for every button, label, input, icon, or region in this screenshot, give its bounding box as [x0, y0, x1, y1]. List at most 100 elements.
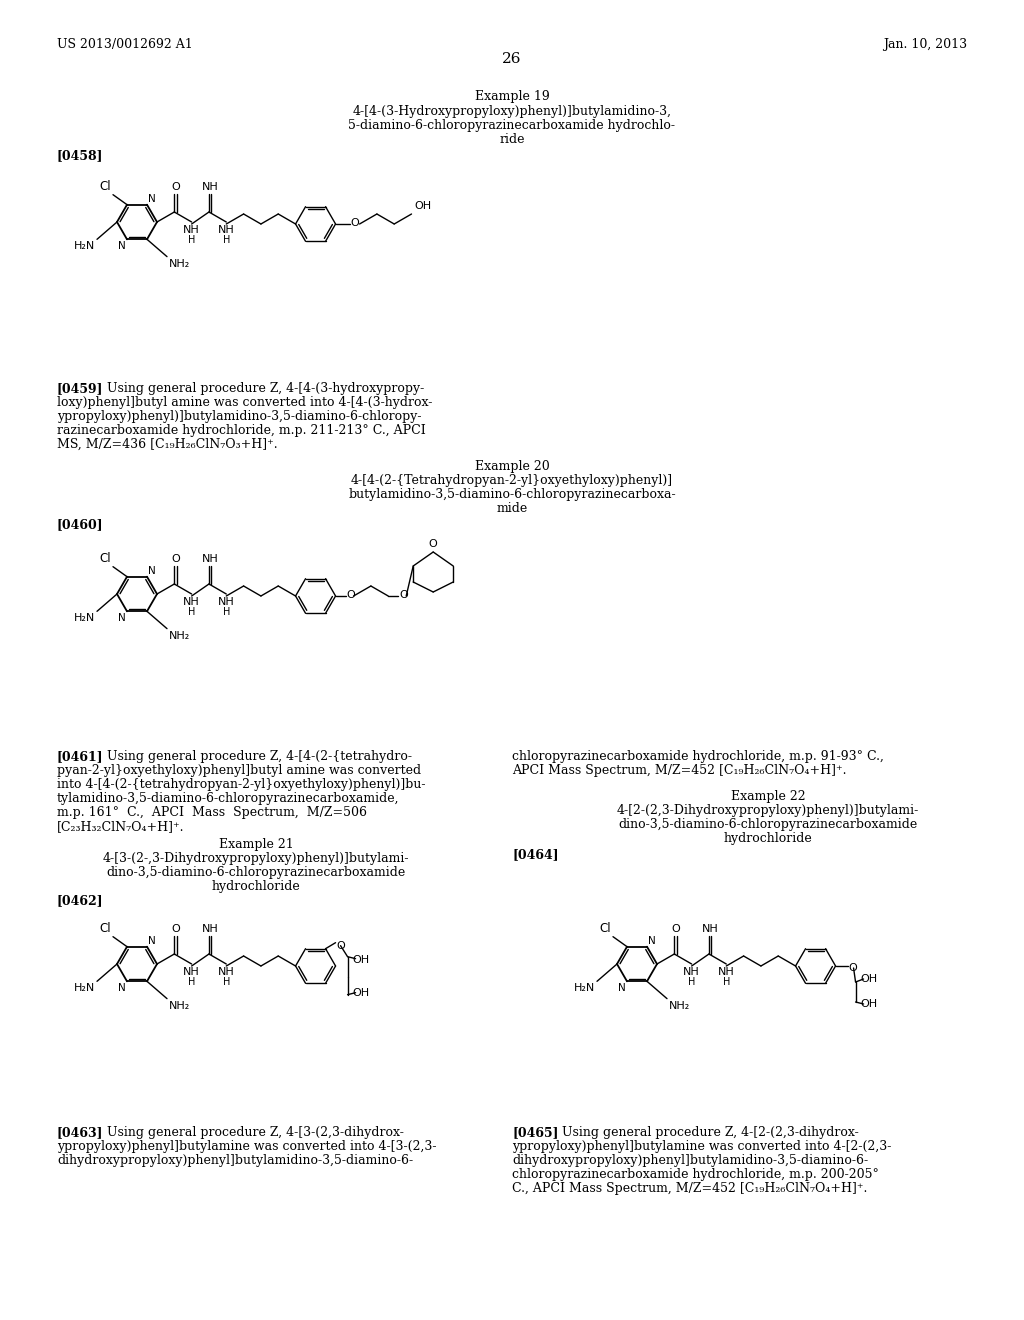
- Text: Using general procedure Z, 4-[2-(2,3-dihydrox-: Using general procedure Z, 4-[2-(2,3-dih…: [562, 1126, 859, 1139]
- Text: ypropyloxy)phenyl]butylamine was converted into 4-[3-(2,3-: ypropyloxy)phenyl]butylamine was convert…: [57, 1140, 436, 1152]
- Text: 4-[4-(3-Hydroxypropyloxy)phenyl)]butylamidino-3,: 4-[4-(3-Hydroxypropyloxy)phenyl)]butylam…: [352, 106, 672, 117]
- Text: Example 20: Example 20: [475, 459, 549, 473]
- Text: NH: NH: [183, 968, 200, 977]
- Text: m.p. 161°  C.,  APCI  Mass  Spectrum,  M/Z=506: m.p. 161° C., APCI Mass Spectrum, M/Z=50…: [57, 807, 367, 818]
- Text: O: O: [171, 182, 179, 191]
- Text: O: O: [171, 554, 179, 564]
- Text: NH: NH: [718, 968, 734, 977]
- Text: N: N: [118, 242, 126, 251]
- Text: OH: OH: [352, 954, 370, 965]
- Text: H: H: [688, 977, 695, 987]
- Text: Example 19: Example 19: [475, 90, 549, 103]
- Text: H₂N: H₂N: [74, 983, 95, 994]
- Text: Cl: Cl: [99, 180, 111, 193]
- Text: Using general procedure Z, 4-[4-(2-{tetrahydro-: Using general procedure Z, 4-[4-(2-{tetr…: [106, 750, 412, 763]
- Text: Cl: Cl: [99, 921, 111, 935]
- Text: NH₂: NH₂: [169, 259, 190, 269]
- Text: OH: OH: [860, 974, 878, 983]
- Text: mide: mide: [497, 502, 527, 515]
- Text: tylamidino-3,5-diamino-6-chloropyrazinecarboxamide,: tylamidino-3,5-diamino-6-chloropyrazinec…: [57, 792, 399, 805]
- Text: H₂N: H₂N: [74, 242, 95, 251]
- Text: NH: NH: [683, 968, 700, 977]
- Text: 26: 26: [502, 51, 522, 66]
- Text: Example 21: Example 21: [219, 838, 293, 851]
- Text: butylamidino-3,5-diamino-6-chloropyrazinecarboxa-: butylamidino-3,5-diamino-6-chloropyrazin…: [348, 488, 676, 502]
- Text: N: N: [118, 614, 126, 623]
- Text: razinecarboxamide hydrochloride, m.p. 211-213° C., APCI: razinecarboxamide hydrochloride, m.p. 21…: [57, 424, 426, 437]
- Text: 4-[4-(2-{Tetrahydropyan-2-yl}oxyethyloxy)phenyl)]: 4-[4-(2-{Tetrahydropyan-2-yl}oxyethyloxy…: [351, 474, 673, 487]
- Text: O: O: [346, 590, 355, 601]
- Text: into 4-[4-(2-{tetrahydropyan-2-yl}oxyethyloxy)phenyl)]bu-: into 4-[4-(2-{tetrahydropyan-2-yl}oxyeth…: [57, 777, 426, 791]
- Text: OH: OH: [352, 987, 370, 998]
- Text: H: H: [188, 607, 196, 616]
- Text: Example 22: Example 22: [731, 789, 805, 803]
- Text: N: N: [148, 936, 156, 945]
- Text: O: O: [671, 924, 680, 935]
- Text: ypropyloxy)phenyl)]butylamidino-3,5-diamino-6-chloropy-: ypropyloxy)phenyl)]butylamidino-3,5-diam…: [57, 411, 422, 422]
- Text: NH: NH: [202, 182, 218, 191]
- Text: N: N: [648, 936, 655, 945]
- Text: H: H: [222, 235, 230, 246]
- Text: NH: NH: [202, 554, 218, 564]
- Text: O: O: [350, 218, 359, 228]
- Text: NH: NH: [183, 597, 200, 607]
- Text: ypropyloxy)phenyl]butylamine was converted into 4-[2-(2,3-: ypropyloxy)phenyl]butylamine was convert…: [512, 1140, 891, 1152]
- Text: NH: NH: [202, 924, 218, 935]
- Text: Using general procedure Z, 4-[3-(2,3-dihydrox-: Using general procedure Z, 4-[3-(2,3-dih…: [106, 1126, 403, 1139]
- Text: [C₂₃H₃₂ClN₇O₄+H]⁺.: [C₂₃H₃₂ClN₇O₄+H]⁺.: [57, 820, 184, 833]
- Text: C., APCI Mass Spectrum, M/Z=452 [C₁₉H₂₆ClN₇O₄+H]⁺.: C., APCI Mass Spectrum, M/Z=452 [C₁₉H₂₆C…: [512, 1181, 867, 1195]
- Text: [0461]: [0461]: [57, 750, 103, 763]
- Text: NH₂: NH₂: [169, 631, 190, 640]
- Text: [0460]: [0460]: [57, 517, 103, 531]
- Text: [0462]: [0462]: [57, 894, 103, 907]
- Text: ride: ride: [500, 133, 524, 147]
- Text: Cl: Cl: [99, 552, 111, 565]
- Text: [0458]: [0458]: [57, 149, 103, 162]
- Text: dino-3,5-diamino-6-chloropyrazinecarboxamide: dino-3,5-diamino-6-chloropyrazinecarboxa…: [106, 866, 406, 879]
- Text: [0463]: [0463]: [57, 1126, 103, 1139]
- Text: dihydroxypropyloxy)phenyl]butylamidino-3,5-diamino-6-: dihydroxypropyloxy)phenyl]butylamidino-3…: [57, 1154, 413, 1167]
- Text: Using general procedure Z, 4-[4-(3-hydroxypropy-: Using general procedure Z, 4-[4-(3-hydro…: [106, 381, 424, 395]
- Text: H: H: [222, 607, 230, 616]
- Text: NH: NH: [183, 224, 200, 235]
- Text: H: H: [188, 235, 196, 246]
- Text: MS, M/Z=436 [C₁₉H₂₆ClN₇O₃+H]⁺.: MS, M/Z=436 [C₁₉H₂₆ClN₇O₃+H]⁺.: [57, 438, 278, 451]
- Text: hydrochloride: hydrochloride: [724, 832, 812, 845]
- Text: O: O: [399, 590, 408, 601]
- Text: N: N: [148, 566, 156, 576]
- Text: APCI Mass Spectrum, M/Z=452 [C₁₉H₂₆ClN₇O₄+H]⁺.: APCI Mass Spectrum, M/Z=452 [C₁₉H₂₆ClN₇O…: [512, 764, 847, 777]
- Text: NH: NH: [218, 968, 234, 977]
- Text: NH₂: NH₂: [169, 1001, 190, 1011]
- Text: [0465]: [0465]: [512, 1126, 558, 1139]
- Text: O: O: [171, 924, 179, 935]
- Text: N: N: [118, 983, 126, 994]
- Text: US 2013/0012692 A1: US 2013/0012692 A1: [57, 38, 193, 51]
- Text: dino-3,5-diamino-6-chloropyrazinecarboxamide: dino-3,5-diamino-6-chloropyrazinecarboxa…: [618, 818, 918, 832]
- Text: chloropyrazinecarboxamide hydrochloride, m.p. 200-205°: chloropyrazinecarboxamide hydrochloride,…: [512, 1168, 879, 1181]
- Text: H: H: [222, 977, 230, 987]
- Text: N: N: [618, 983, 626, 994]
- Text: pyan-2-yl}oxyethyloxy)phenyl]butyl amine was converted: pyan-2-yl}oxyethyloxy)phenyl]butyl amine…: [57, 764, 421, 777]
- Text: H₂N: H₂N: [74, 614, 95, 623]
- Text: NH₂: NH₂: [669, 1001, 690, 1011]
- Text: dihydroxypropyloxy)phenyl]butylamidino-3,5-diamino-6-: dihydroxypropyloxy)phenyl]butylamidino-3…: [512, 1154, 868, 1167]
- Text: H: H: [723, 977, 730, 987]
- Text: N: N: [148, 194, 156, 203]
- Text: loxy)phenyl]butyl amine was converted into 4-[4-(3-hydrox-: loxy)phenyl]butyl amine was converted in…: [57, 396, 432, 409]
- Text: 5-diamino-6-chloropyrazinecarboxamide hydrochlo-: 5-diamino-6-chloropyrazinecarboxamide hy…: [348, 119, 676, 132]
- Text: NH: NH: [218, 597, 234, 607]
- Text: H₂N: H₂N: [573, 983, 595, 994]
- Text: 4-[3-(2-,3-Dihydroxypropyloxy)phenyl)]butylami-: 4-[3-(2-,3-Dihydroxypropyloxy)phenyl)]bu…: [102, 851, 410, 865]
- Text: 4-[2-(2,3-Dihydroxypropyloxy)phenyl)]butylami-: 4-[2-(2,3-Dihydroxypropyloxy)phenyl)]but…: [616, 804, 920, 817]
- Text: hydrochloride: hydrochloride: [212, 880, 300, 894]
- Text: Cl: Cl: [599, 921, 611, 935]
- Text: NH: NH: [701, 924, 719, 935]
- Text: chloropyrazinecarboxamide hydrochloride, m.p. 91-93° C.,: chloropyrazinecarboxamide hydrochloride,…: [512, 750, 884, 763]
- Text: OH: OH: [860, 999, 878, 1008]
- Text: O: O: [337, 941, 345, 950]
- Text: O: O: [429, 539, 437, 549]
- Text: OH: OH: [415, 201, 432, 211]
- Text: NH: NH: [218, 224, 234, 235]
- Text: [0464]: [0464]: [512, 847, 559, 861]
- Text: [0459]: [0459]: [57, 381, 103, 395]
